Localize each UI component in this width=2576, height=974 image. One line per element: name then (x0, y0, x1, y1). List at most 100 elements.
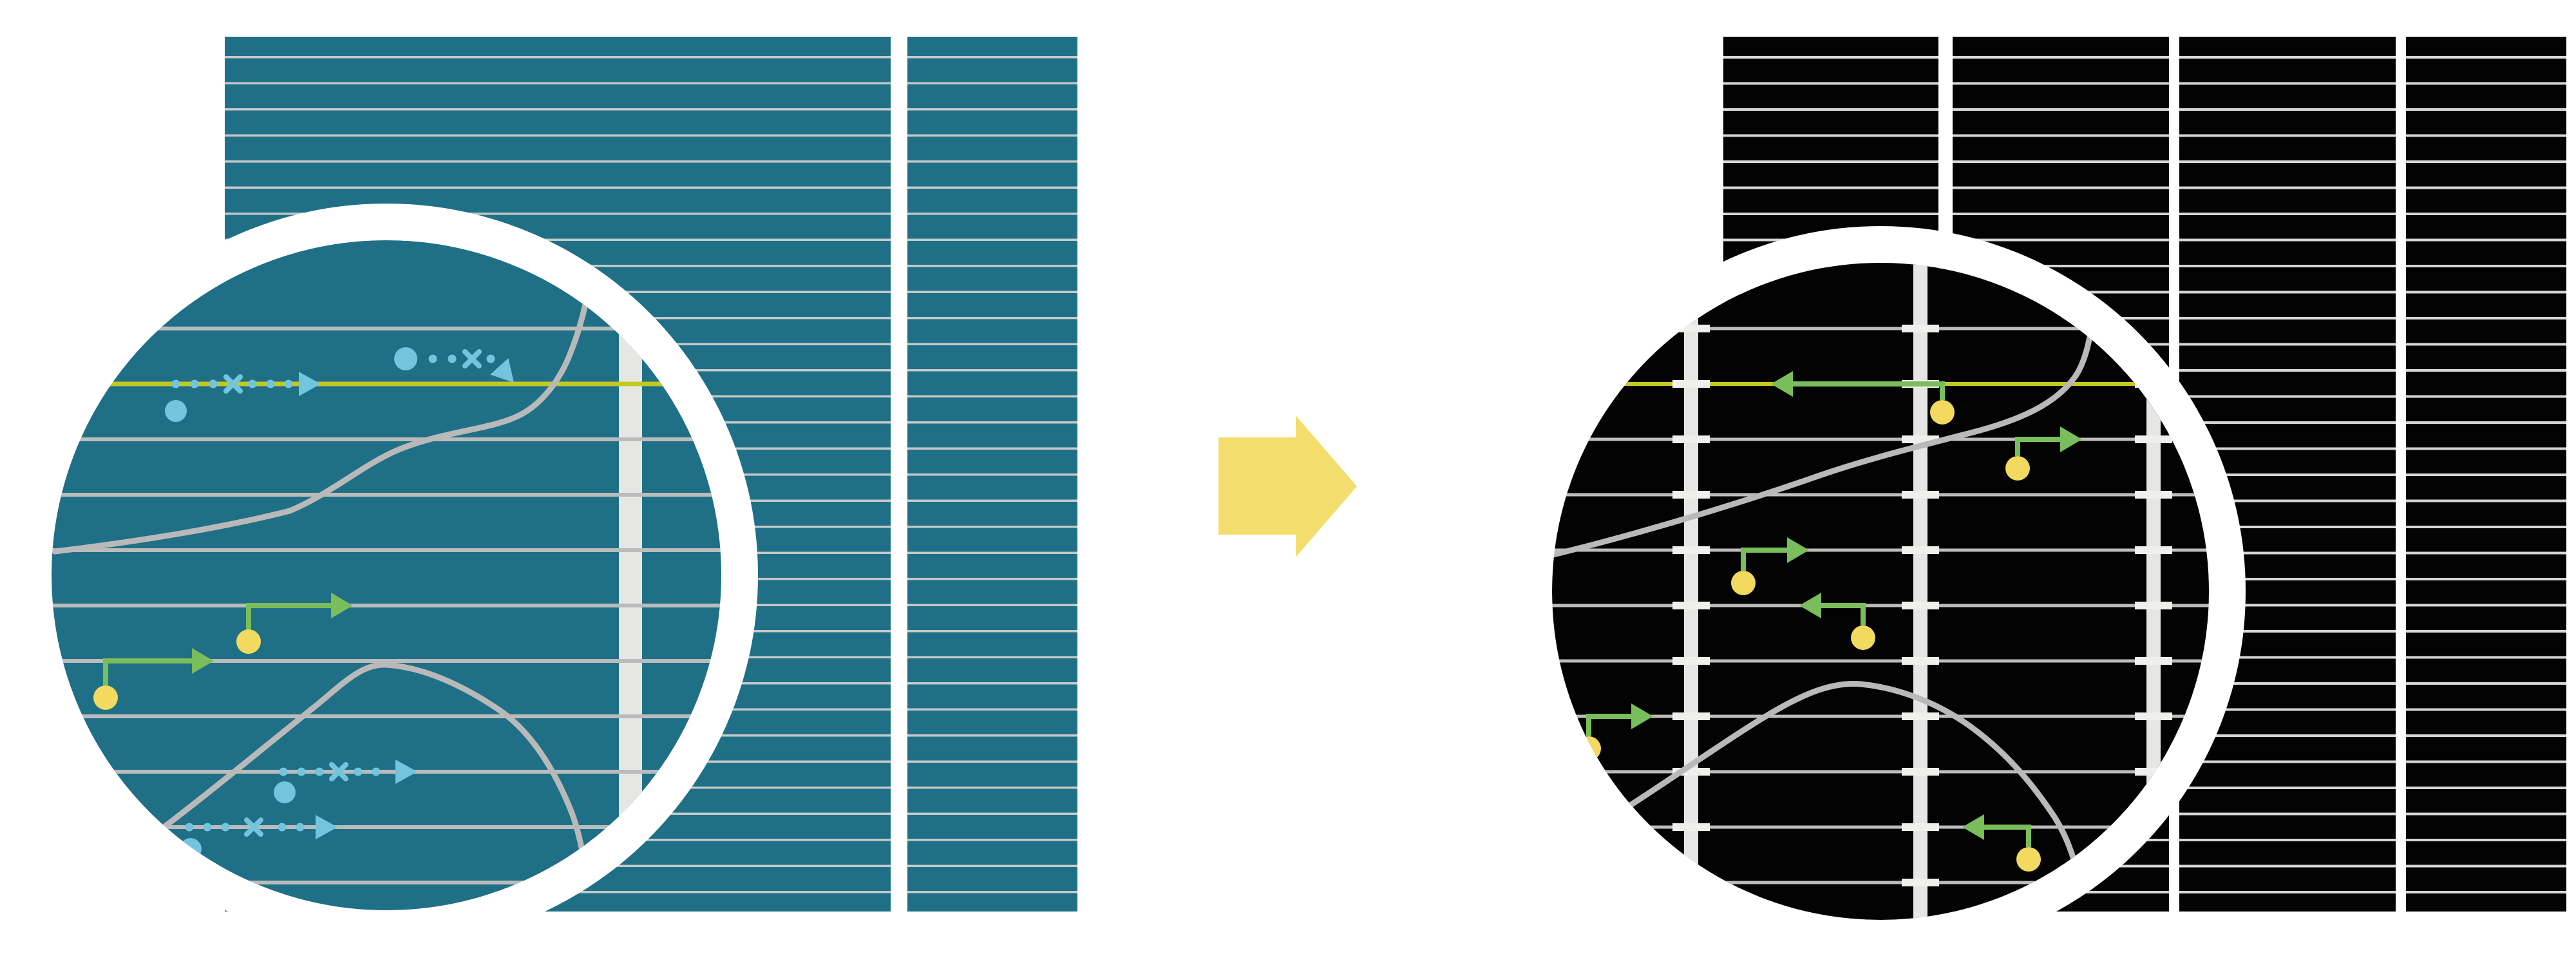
finger-line (1552, 825, 2209, 829)
dislocation-arrowhead (299, 372, 321, 396)
pinned-defect-particle (236, 629, 261, 654)
finger-line (1552, 659, 2209, 663)
busbar-pad (1902, 602, 1939, 609)
finger-line (1723, 56, 1938, 59)
finger-line (2406, 682, 2566, 685)
finger-line (2406, 839, 2566, 841)
dislocation-cross (462, 349, 482, 368)
dislocation-dot (248, 379, 257, 388)
pinned-defect-arrowhead (1799, 593, 1821, 618)
busbar-pad (1672, 712, 1710, 720)
finger-line (907, 343, 1077, 345)
finger-line (907, 265, 1077, 267)
finger-line (907, 630, 1077, 633)
finger-line (1723, 134, 1938, 137)
finger-line (907, 395, 1077, 397)
finger-line (225, 213, 891, 215)
pinned-defect-stem (2015, 437, 2060, 456)
finger-line (1552, 604, 2209, 607)
finger-line (52, 659, 721, 663)
busbar-pad (1902, 768, 1939, 776)
pinned-defect-particle (93, 685, 118, 710)
finger-line (907, 186, 1077, 189)
grain-boundary (151, 662, 593, 910)
finger-line (2406, 578, 2566, 580)
busbar-pad (1902, 546, 1939, 554)
yellow-finger-line (52, 381, 665, 387)
finger-line (2179, 265, 2396, 267)
finger-line (1953, 265, 2169, 267)
busbar-pad (2135, 546, 2172, 554)
finger-line (2406, 160, 2566, 163)
finger-line (907, 656, 1077, 658)
finger-line (2179, 734, 2396, 737)
dislocation-dot (354, 767, 363, 776)
busbar-pad (1902, 657, 1939, 665)
pinned-defect-arrowhead (1962, 814, 1984, 840)
dislocation-dot (278, 823, 287, 832)
finger-line (1552, 881, 2209, 884)
finger-line (2179, 238, 2396, 242)
finger-line (2406, 369, 2566, 372)
finger-line (2179, 708, 2396, 711)
left-magnifier (15, 204, 758, 947)
finger-line (2406, 82, 2566, 85)
finger-line (2406, 213, 2566, 215)
finger-line (2179, 787, 2396, 789)
pinned-defect-arrowhead (2060, 426, 2082, 452)
grain-boundary (52, 301, 589, 555)
finger-line (2179, 395, 2396, 398)
finger-line (907, 82, 1077, 84)
finger-line (225, 108, 891, 111)
dislocation-dot (372, 767, 381, 776)
pinned-defect-arrowhead (1631, 703, 1653, 729)
finger-line (2179, 604, 2396, 607)
dislocation-dot (448, 354, 457, 363)
finger-line (2406, 864, 2566, 868)
finger-line (2179, 56, 2396, 59)
dislocation-dot (279, 767, 288, 776)
finger-line (2406, 551, 2566, 555)
grain-boundary (1578, 680, 2088, 920)
finger-line (907, 134, 1077, 137)
finger-line (2179, 891, 2396, 893)
busbar-pad (2135, 712, 2172, 720)
grain-boundary (1552, 288, 2099, 559)
magnifier-ring (15, 204, 758, 947)
finger-line (1552, 548, 2209, 552)
finger-line (1953, 134, 2169, 137)
dislocation-dot (209, 379, 218, 388)
finger-line (2179, 134, 2396, 137)
finger-line (2179, 760, 2396, 763)
finger-line (1953, 160, 2169, 163)
pinned-defect-stem (1586, 714, 1631, 736)
finger-line (907, 213, 1077, 215)
pinned-defect-arrowhead (331, 593, 353, 618)
finger-line (52, 825, 721, 829)
pinned-defect-arrowhead (1787, 537, 1809, 563)
finger-line (52, 770, 721, 774)
finger-line (2179, 369, 2396, 372)
finger-line (1953, 82, 2169, 85)
finger-line (2406, 343, 2566, 346)
finger-line (2406, 630, 2566, 633)
finger-line (2406, 656, 2566, 659)
finger-line (225, 160, 891, 163)
finger-line (2406, 291, 2566, 294)
transform-arrow-icon (1218, 415, 1357, 557)
pinned-defect-arrowhead (1771, 371, 1793, 397)
finger-line (907, 238, 1077, 241)
finger-line (2406, 108, 2566, 111)
pinned-defect-stem (246, 603, 331, 629)
finger-line (2179, 213, 2396, 215)
finger-line (2179, 526, 2396, 528)
finger-line (2179, 343, 2396, 346)
dislocation-arrowhead (490, 358, 514, 383)
finger-line (907, 734, 1077, 737)
pinned-defect-particle (1930, 400, 1955, 425)
finger-line (2179, 317, 2396, 320)
dislocation-dot (266, 379, 275, 388)
pinned-defect-stem (103, 658, 192, 685)
finger-line (2179, 630, 2396, 633)
finger-line (907, 369, 1077, 372)
